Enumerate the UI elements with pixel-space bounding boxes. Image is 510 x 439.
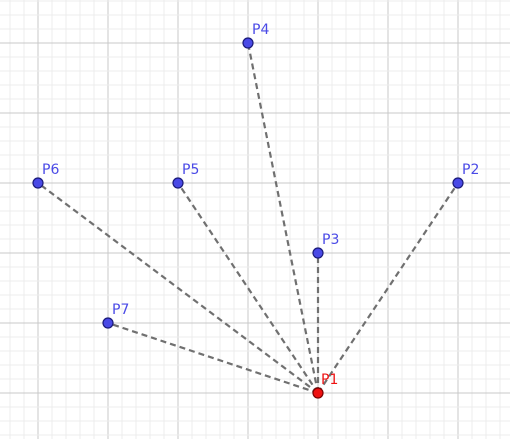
- point-labels: P2 P3 P4 P5 P6 P7 P1: [42, 22, 479, 388]
- point-p7[interactable]: [102, 317, 114, 329]
- point-p5[interactable]: [172, 177, 184, 189]
- point-p3[interactable]: [312, 247, 324, 259]
- point-p1[interactable]: [312, 387, 324, 399]
- label-p6: P6: [42, 162, 59, 178]
- segment-p1-p6: [37, 182, 319, 394]
- label-p7: P7: [112, 302, 129, 318]
- segment-p1-p5: [177, 182, 319, 394]
- point-p2[interactable]: [452, 177, 464, 189]
- segment-p1-p2: [317, 182, 459, 394]
- label-p3: P3: [322, 232, 339, 248]
- label-p5: P5: [182, 162, 199, 178]
- point-p6[interactable]: [32, 177, 44, 189]
- label-p4: P4: [252, 22, 269, 38]
- label-p2: P2: [462, 162, 479, 178]
- dashed-segments: [37, 42, 459, 395]
- point-p4[interactable]: [242, 37, 254, 49]
- label-p1: P1: [321, 372, 338, 388]
- points: [32, 37, 464, 399]
- segment-p1-p7: [107, 321, 319, 395]
